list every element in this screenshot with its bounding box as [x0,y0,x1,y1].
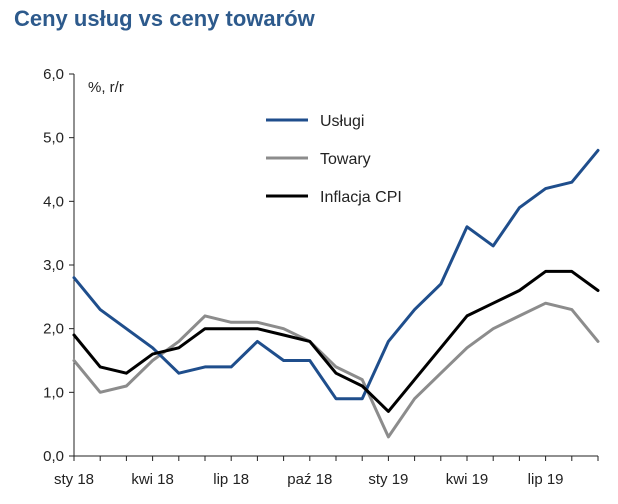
y-axis-unit-label: %, r/r [88,79,124,96]
y-tick-label: 2,0 [43,321,64,338]
x-tick-label: kwi 18 [131,471,174,488]
x-tick-label: sty 18 [54,471,94,488]
y-tick-label: 0,0 [43,448,64,465]
legend-label: Usługi [320,113,364,130]
series-line-towary [72,301,600,439]
y-tick-label: 4,0 [43,193,64,210]
series-lines [72,148,600,439]
x-tick-label: kwi 19 [446,471,489,488]
legend: Usługi Towary Inflacja CPI [266,113,402,206]
y-tick-label: 3,0 [43,257,64,274]
x-tick-label: lip 18 [213,471,249,488]
y-tick-label: 6,0 [43,66,64,83]
series-line-uslugi [72,148,600,401]
series-line-inflacja-cpi [72,269,600,413]
x-tick-label: lip 19 [528,471,564,488]
y-ticks: 0,0 1,0 2,0 3,0 4,0 5,0 6,0 [43,66,74,465]
x-tick-label: paź 18 [287,471,332,488]
chart-title: Ceny usług vs ceny towarów [14,6,315,31]
legend-label: Inflacja CPI [320,189,402,206]
legend-label: Towary [320,151,371,168]
x-ticks: sty 18 kwi 18 lip 18 paź 18 sty 19 kwi 19 lip … [54,456,599,488]
x-tick-label: sty 19 [368,471,408,488]
y-tick-label: 5,0 [43,130,64,147]
y-tick-label: 1,0 [43,384,64,401]
